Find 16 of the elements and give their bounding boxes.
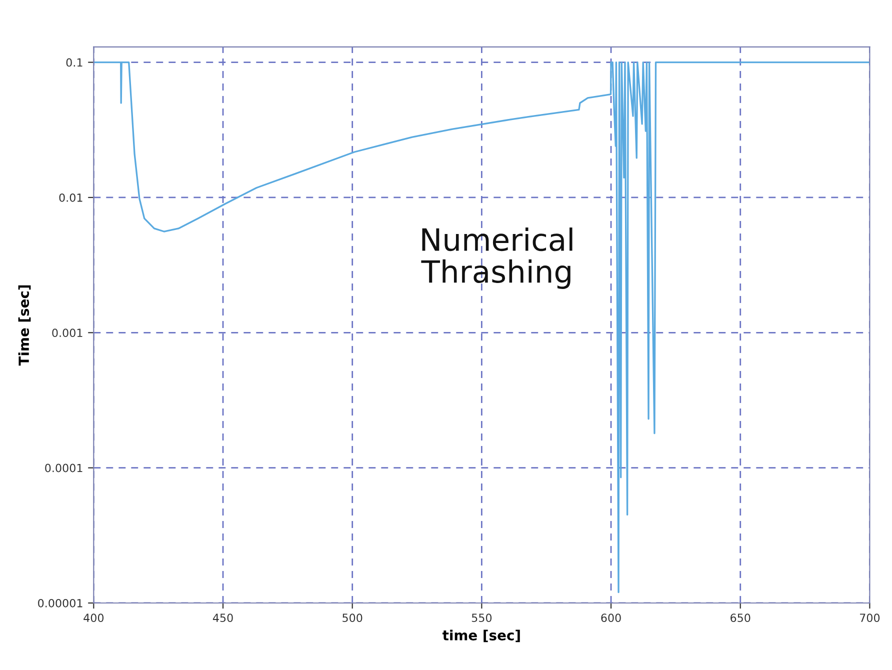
y-tick-label: 0.0001	[45, 464, 82, 472]
x-tick-label: 700	[860, 614, 880, 622]
line-series	[94, 61, 870, 594]
x-tick-label: 600	[601, 614, 621, 622]
y-tick-label: 0.00001	[38, 598, 82, 608]
y-tick-label: 0.1	[66, 58, 82, 67]
annotation: Numerical Thrashing	[421, 227, 572, 289]
x-tick-label: 650	[730, 614, 750, 622]
x-axis-title: time [sec]	[442, 630, 520, 642]
x-tick-label: 450	[212, 614, 233, 622]
y-axis-title: Time [sec]	[18, 285, 31, 366]
y-tick-label: 0.001	[52, 328, 82, 338]
x-tick-label: 500	[342, 614, 362, 622]
x-tick-label: 400	[84, 614, 104, 622]
x-tick-label: 550	[472, 614, 492, 622]
y-tick-label: 0.01	[59, 193, 82, 202]
